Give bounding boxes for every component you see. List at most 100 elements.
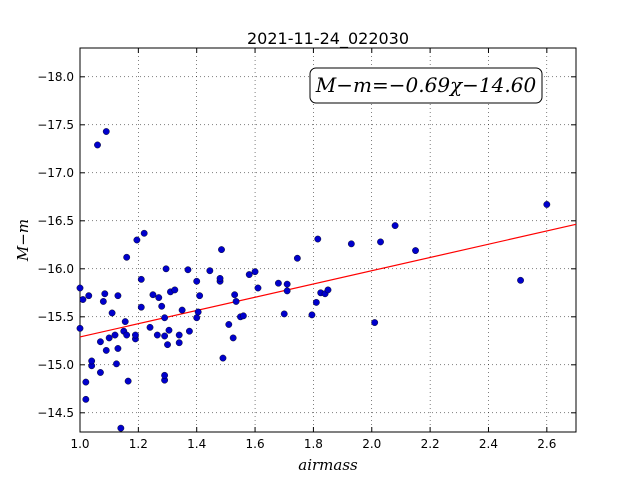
data-point xyxy=(108,309,116,317)
y-tick-label: −16.0 xyxy=(37,262,74,276)
data-point xyxy=(97,338,104,346)
data-point xyxy=(165,326,173,334)
data-point xyxy=(308,311,316,319)
fit-annotation: M−m=−0.69χ−14.60 xyxy=(309,67,543,104)
data-point xyxy=(517,276,524,284)
annotation-box xyxy=(309,67,543,104)
data-point xyxy=(114,345,122,352)
data-point xyxy=(117,424,125,432)
y-axis-label: M−m xyxy=(14,219,32,262)
data-point xyxy=(101,290,109,298)
data-point xyxy=(218,246,225,254)
data-point xyxy=(175,339,183,347)
chart-title: 2021-11-24_022030 xyxy=(247,29,409,49)
data-point xyxy=(76,324,84,332)
data-point xyxy=(412,247,419,254)
x-axis-label: airmass xyxy=(298,456,358,474)
data-point xyxy=(146,323,154,331)
data-point xyxy=(158,302,166,310)
data-point xyxy=(82,395,90,403)
y-tick-label: −18.0 xyxy=(37,70,74,84)
data-point xyxy=(123,331,131,339)
data-point xyxy=(162,265,170,273)
data-point xyxy=(121,318,129,325)
y-tick-label: −17.0 xyxy=(37,166,74,180)
data-point xyxy=(391,222,399,230)
data-point xyxy=(280,310,288,318)
data-point xyxy=(137,303,145,311)
y-tick-label: −15.5 xyxy=(37,310,74,324)
data-point xyxy=(88,357,96,365)
data-point xyxy=(102,346,110,354)
data-point xyxy=(231,291,239,299)
data-point xyxy=(206,267,214,275)
data-point xyxy=(99,298,107,305)
data-point xyxy=(85,292,93,300)
data-point xyxy=(164,341,171,349)
data-point xyxy=(377,238,384,246)
x-tick-label: 1.0 xyxy=(70,437,89,451)
data-point xyxy=(111,331,119,339)
data-point xyxy=(155,294,163,301)
data-point xyxy=(161,332,169,340)
data-point xyxy=(105,334,113,342)
data-point xyxy=(245,271,253,278)
data-point xyxy=(254,284,262,292)
data-point xyxy=(324,286,332,294)
data-point xyxy=(371,319,379,326)
data-point xyxy=(232,298,240,305)
data-point xyxy=(186,327,193,335)
data-point xyxy=(274,279,282,287)
data-point xyxy=(283,287,291,295)
data-point xyxy=(314,235,322,243)
x-tick-label: 1.8 xyxy=(304,437,323,451)
data-point xyxy=(184,266,192,274)
x-tick-label: 1.4 xyxy=(187,437,206,451)
data-point xyxy=(293,254,301,262)
data-point xyxy=(97,369,104,376)
data-point xyxy=(123,253,131,261)
data-point xyxy=(251,268,259,276)
y-tick-label: −16.5 xyxy=(37,214,74,228)
data-point xyxy=(239,312,247,320)
data-point xyxy=(194,308,202,316)
data-point xyxy=(137,275,145,283)
data-point xyxy=(347,240,355,248)
data-point xyxy=(283,280,291,288)
data-point xyxy=(113,360,120,368)
data-point xyxy=(161,371,169,379)
data-point xyxy=(102,128,110,135)
data-point xyxy=(82,378,90,386)
data-point xyxy=(175,331,183,339)
data-point xyxy=(196,292,204,300)
data-point xyxy=(171,286,179,294)
data-point xyxy=(312,298,320,306)
x-tick-label: 2.4 xyxy=(479,437,498,451)
x-tick-label: 1.2 xyxy=(129,437,148,451)
data-point xyxy=(94,141,101,149)
data-point xyxy=(225,321,233,328)
data-point xyxy=(133,236,141,244)
data-point xyxy=(193,314,201,322)
x-tick-label: 1.6 xyxy=(246,437,265,451)
data-point xyxy=(114,292,122,300)
axis-ticks: 1.0 1.2 1.4 1.6 1.8 2.0 2.2 2.4 2.6 −14.5 −15.0 −15… xyxy=(37,48,576,451)
data-point xyxy=(124,377,132,385)
data-point xyxy=(193,277,201,285)
plot-area xyxy=(79,47,577,433)
data-points xyxy=(76,128,551,432)
data-point xyxy=(543,201,551,208)
x-tick-label: 2.0 xyxy=(362,437,381,451)
data-point xyxy=(161,314,169,322)
data-point xyxy=(178,306,186,314)
data-point xyxy=(140,229,148,237)
data-point xyxy=(219,354,227,362)
data-point xyxy=(149,291,157,299)
y-tick-label: −17.5 xyxy=(37,118,74,132)
annotation-text: M−m=−0.69χ−14.60 xyxy=(315,73,537,97)
data-point xyxy=(153,331,161,339)
data-point xyxy=(216,274,224,282)
data-point xyxy=(229,334,237,342)
data-point xyxy=(132,331,139,339)
